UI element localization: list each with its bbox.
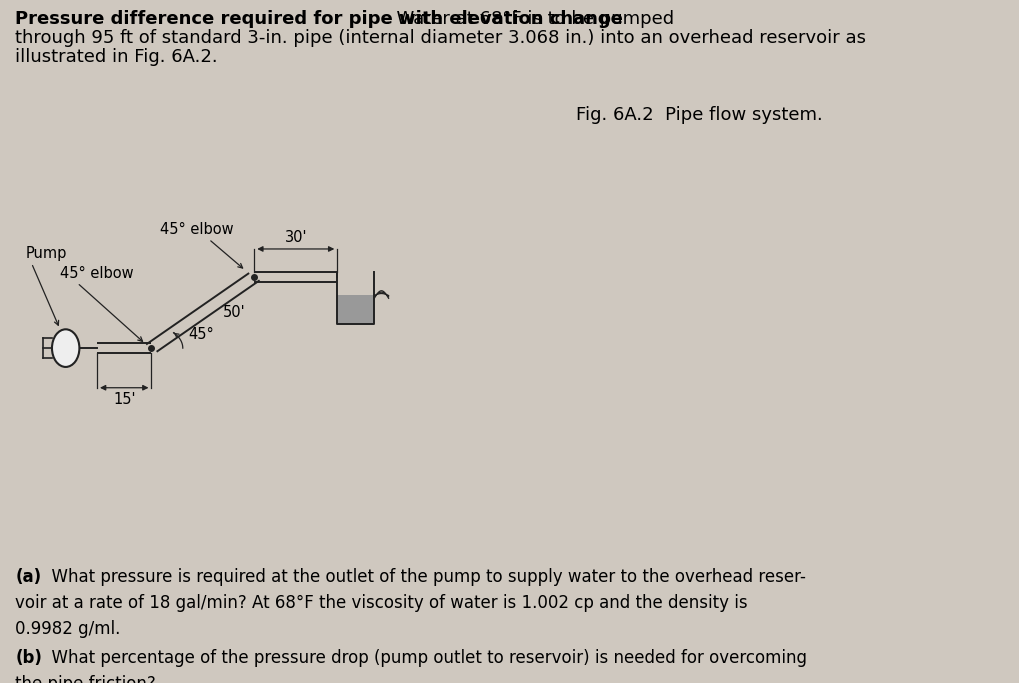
Text: illustrated in Fig. 6A.2.: illustrated in Fig. 6A.2. [15, 48, 218, 66]
Text: . Water at 68°F is to be pumped: . Water at 68°F is to be pumped [385, 10, 674, 28]
Text: (a): (a) [15, 568, 42, 586]
Text: Fig. 6A.2  Pipe flow system.: Fig. 6A.2 Pipe flow system. [576, 106, 822, 124]
Bar [337, 294, 374, 324]
Text: 30': 30' [284, 230, 307, 245]
Text: 0.9982 g/ml.: 0.9982 g/ml. [15, 620, 120, 638]
Text: (b): (b) [15, 649, 42, 667]
Text: voir at a rate of 18 gal/min? At 68°F the viscosity of water is 1.002 cp and the: voir at a rate of 18 gal/min? At 68°F th… [15, 594, 747, 612]
Ellipse shape [52, 329, 79, 367]
Text: 15': 15' [113, 391, 136, 406]
Text: Pressure difference required for pipe with elevation change: Pressure difference required for pipe wi… [15, 10, 623, 28]
Text: 50': 50' [222, 305, 246, 320]
Text: through 95 ft of standard 3-in. pipe (internal diameter 3.068 in.) into an overh: through 95 ft of standard 3-in. pipe (in… [15, 29, 865, 46]
Text: 45° elbow: 45° elbow [160, 222, 233, 237]
Text: 45°: 45° [189, 327, 214, 342]
Text: the pipe friction?: the pipe friction? [15, 675, 156, 683]
Text: What percentage of the pressure drop (pump outlet to reservoir) is needed for ov: What percentage of the pressure drop (pu… [41, 649, 806, 667]
Text: Pump: Pump [25, 246, 67, 261]
Text: 45° elbow: 45° elbow [60, 266, 133, 281]
Text: What pressure is required at the outlet of the pump to supply water to the overh: What pressure is required at the outlet … [41, 568, 805, 586]
